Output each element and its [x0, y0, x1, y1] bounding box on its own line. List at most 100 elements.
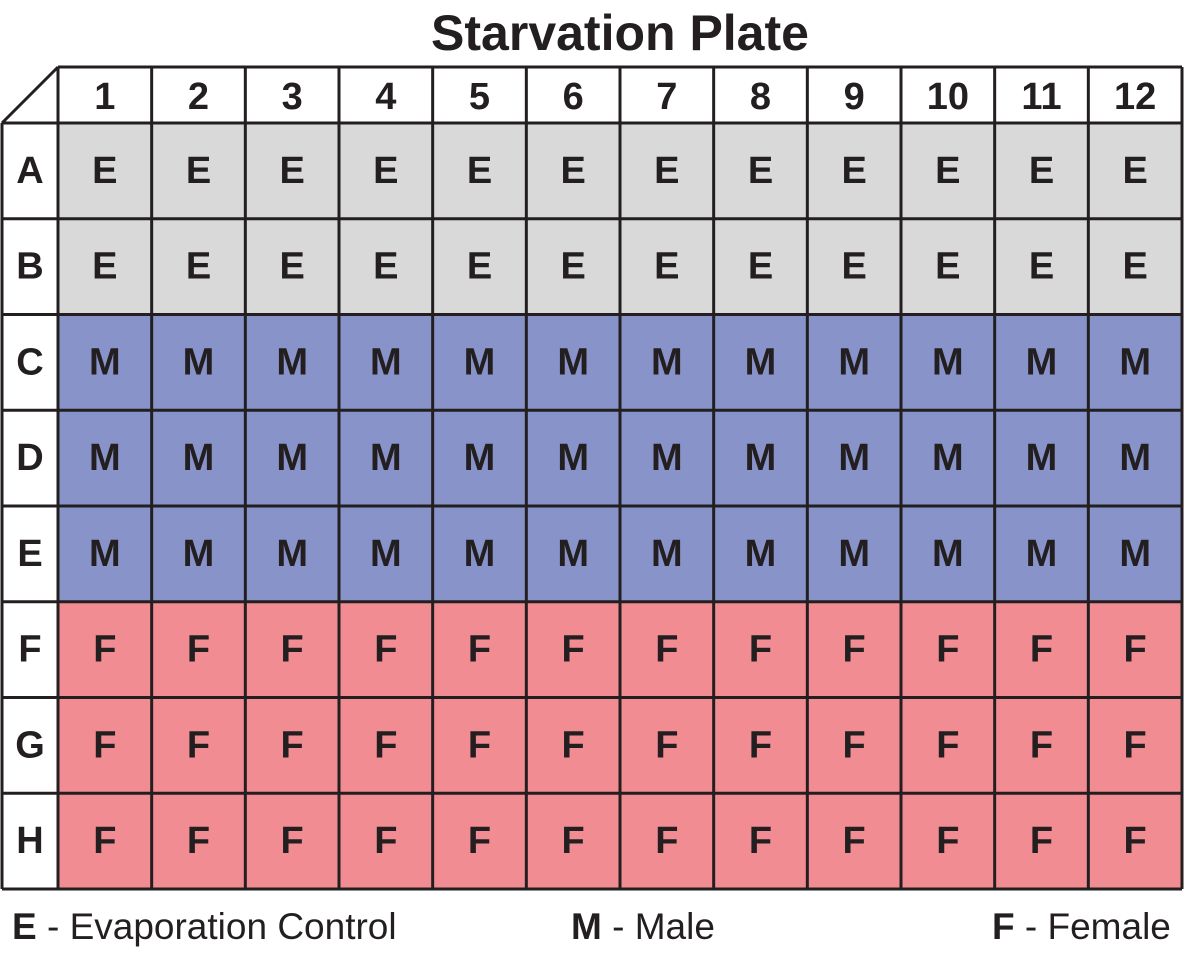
well-code: F [93, 820, 116, 862]
well-code: M [557, 341, 589, 383]
well-d2 [151, 410, 246, 506]
column-header-1: 1 [94, 76, 115, 118]
well-a3 [245, 123, 339, 219]
legend-code-e: E [12, 906, 37, 947]
well-code: F [468, 629, 491, 671]
well-code: E [560, 246, 585, 288]
well-code: M [183, 341, 215, 383]
well-c8 [713, 314, 808, 411]
legend-code-f: F [992, 906, 1015, 947]
well-b7 [620, 218, 714, 315]
row-label-e: E [17, 533, 42, 575]
well-code: E [1029, 246, 1054, 288]
well-code: F [93, 724, 116, 766]
well-code: M [276, 437, 308, 479]
well-code: F [468, 724, 491, 766]
well-e9 [807, 506, 901, 602]
well-d10 [901, 410, 995, 506]
well-b9 [807, 218, 901, 315]
well-code: F [1124, 724, 1147, 766]
well-code: F [562, 724, 585, 766]
well-d1 [58, 410, 152, 506]
well-code: E [279, 150, 304, 192]
well-code: F [1030, 629, 1053, 671]
column-header-9: 9 [844, 76, 865, 118]
well-f6 [526, 601, 620, 698]
column-header-6: 6 [563, 76, 584, 118]
well-code: M [370, 437, 402, 479]
well-c3 [245, 314, 339, 411]
well-f1 [58, 601, 152, 698]
well-code: M [838, 533, 870, 575]
well-code: F [281, 724, 304, 766]
well-code: M [464, 533, 496, 575]
column-header-11: 11 [1021, 76, 1061, 118]
well-code: E [1122, 150, 1147, 192]
well-f12 [1088, 601, 1182, 698]
well-a11 [994, 123, 1089, 219]
well-code: M [370, 533, 402, 575]
well-d3 [245, 410, 339, 506]
well-code: E [467, 150, 492, 192]
well-code: E [560, 150, 585, 192]
row-label-c: C [16, 341, 43, 383]
well-code: F [93, 629, 116, 671]
well-g3 [245, 697, 339, 794]
column-header-4: 4 [375, 76, 396, 118]
well-code: E [373, 246, 398, 288]
well-d11 [994, 410, 1089, 506]
well-code: M [838, 437, 870, 479]
well-code: F [562, 629, 585, 671]
well-e12 [1088, 506, 1182, 602]
well-e1 [58, 506, 152, 602]
row-label-b: B [16, 246, 43, 288]
well-b8 [713, 218, 808, 315]
well-code: M [932, 437, 964, 479]
well-code: M [838, 341, 870, 383]
well-g10 [901, 697, 995, 794]
well-b11 [994, 218, 1089, 315]
well-code: F [843, 724, 866, 766]
well-code: E [841, 150, 866, 192]
well-e5 [432, 506, 527, 602]
well-code: F [468, 820, 491, 862]
well-e8 [713, 506, 808, 602]
well-f2 [151, 601, 246, 698]
well-code: M [183, 437, 215, 479]
well-g8 [713, 697, 808, 794]
well-code: E [1122, 246, 1147, 288]
grid-corner-diagonal [0, 65, 60, 125]
well-c9 [807, 314, 901, 411]
well-f11 [994, 601, 1089, 698]
well-b6 [526, 218, 620, 315]
well-code: M [89, 341, 121, 383]
well-d6 [526, 410, 620, 506]
well-c11 [994, 314, 1089, 411]
well-g1 [58, 697, 152, 794]
well-f10 [901, 601, 995, 698]
well-h1 [58, 793, 152, 889]
well-code: E [654, 246, 679, 288]
well-a7 [620, 123, 714, 219]
well-h9 [807, 793, 901, 889]
well-f8 [713, 601, 808, 698]
well-code: E [279, 246, 304, 288]
well-code: F [1124, 629, 1147, 671]
well-code: F [281, 820, 304, 862]
well-h4 [339, 793, 433, 889]
well-code: M [932, 341, 964, 383]
well-code: E [92, 246, 117, 288]
well-code: E [748, 150, 773, 192]
well-code: M [1026, 341, 1058, 383]
well-a9 [807, 123, 901, 219]
well-c5 [432, 314, 527, 411]
well-code: M [1119, 437, 1151, 479]
well-code: F [655, 820, 678, 862]
well-g5 [432, 697, 527, 794]
column-header-3: 3 [282, 76, 303, 118]
well-e11 [994, 506, 1089, 602]
well-e7 [620, 506, 714, 602]
plate-title: Starvation Plate [431, 5, 809, 61]
well-code: F [936, 724, 959, 766]
